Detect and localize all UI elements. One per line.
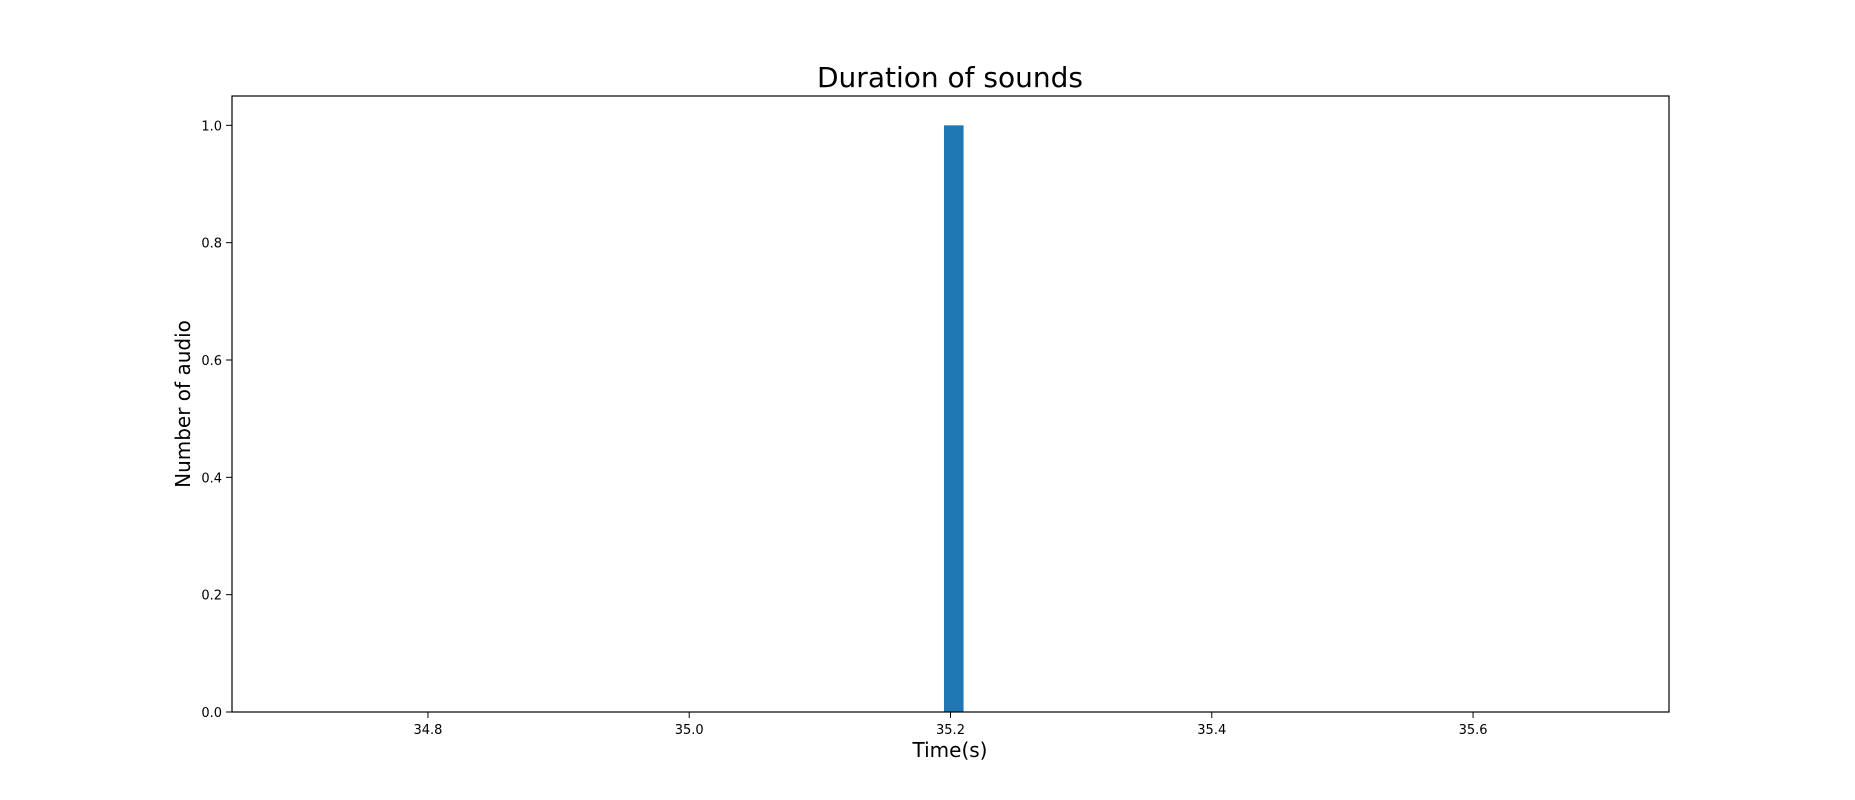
x-tick-label-3: 35.4 — [1197, 723, 1226, 738]
y-tick-label-0: 0.0 — [201, 706, 222, 721]
chart-title: Duration of sounds — [817, 61, 1083, 94]
bar-0 — [943, 125, 964, 713]
y-ticks: 0.0 0.2 0.4 0.6 0.8 1.0 — [201, 119, 232, 721]
y-tick-label-5: 1.0 — [201, 119, 222, 134]
x-axis-label: Time(s) — [912, 738, 988, 762]
x-tick-label-0: 34.8 — [413, 723, 442, 738]
y-tick-label-4: 0.8 — [201, 237, 222, 252]
x-tick-label-1: 35.0 — [675, 723, 704, 738]
y-tick-label-2: 0.4 — [201, 471, 222, 486]
y-tick-label-3: 0.6 — [201, 354, 222, 369]
y-axis-label: Number of audio — [171, 320, 195, 488]
y-tick-label-1: 0.2 — [201, 589, 222, 604]
x-tick-label-4: 35.6 — [1459, 723, 1488, 738]
x-ticks: 34.8 35.0 35.2 35.4 35.6 — [413, 712, 1488, 738]
x-tick-label-2: 35.2 — [936, 723, 965, 738]
bars-layer — [943, 125, 964, 713]
